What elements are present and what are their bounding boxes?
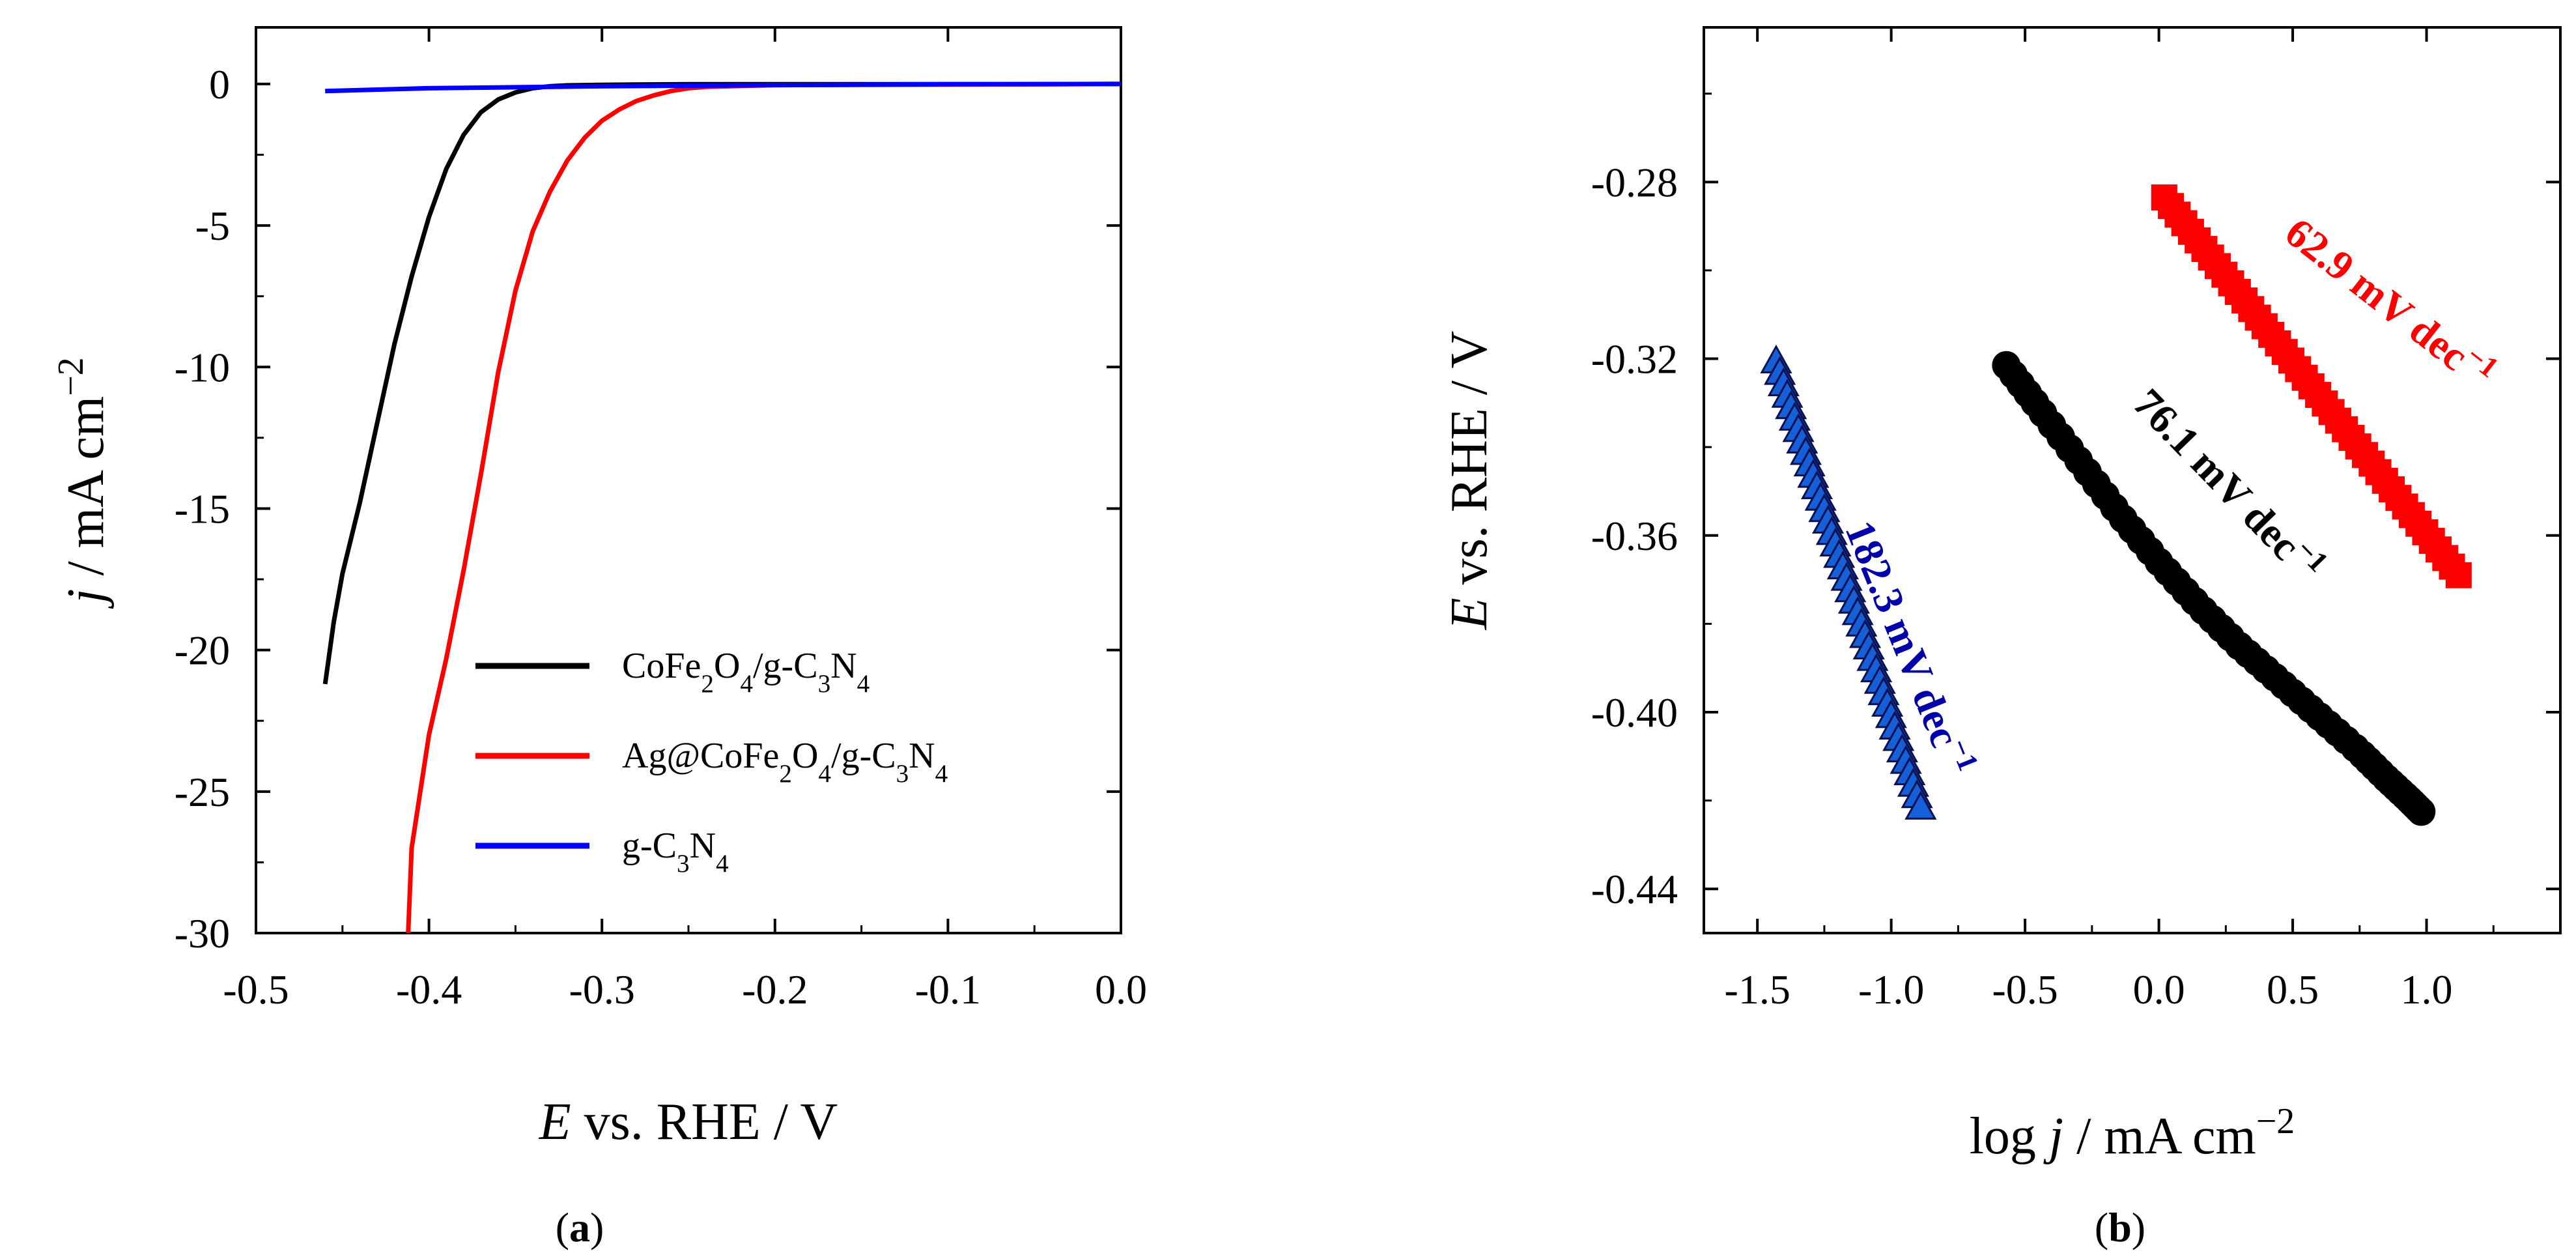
y-axis-label-a: j / mA cm−2 [51,357,115,609]
legend-label: CoFe2O4/g-C3N4 [622,646,870,698]
series-group-b [1760,184,2472,826]
x-tick-label-b: -1.0 [1858,966,1924,1013]
legend-label: g-C3N4 [622,826,729,878]
series-g-C3N4 [1760,344,1937,820]
series-line-g-C3N4 [325,81,1121,94]
y-tick-label-b: -0.44 [1591,866,1678,912]
chart-b: -1.5 -1.0 -0.5 0.0 0.5 1.0 -0.28 -0.32 -0.36 -0.4… [1441,26,2562,1250]
chart-a: -0.5 -0.4 -0.3 -0.2 -0.1 0.0 0 -5 -10 -15 -20 -25 -3… [51,26,1147,1250]
data-point-circle [2407,797,2436,826]
x-tick-label-a: -0.5 [223,966,289,1013]
x-axis-label-b: log j / mA cm−2 [1970,1101,2295,1165]
y-tick-label-b: -0.36 [1591,513,1678,559]
y-tick-label-b: -0.28 [1591,159,1678,205]
y-tick-label-a: 0 [209,61,230,108]
y-axis-label-b: E vs. RHE / V [1441,331,1498,631]
y-tick-label-b: -0.32 [1591,336,1678,382]
y-tick-label-a: -25 [175,769,230,815]
data-point-triangle [1904,790,1937,820]
series-Ag@CoFe2O4/g-C3N4 [2151,184,2472,588]
y-tick-label-a: -15 [175,485,230,532]
series-line-CoFe2O4/g-C3N4 [322,81,1121,685]
panel-label-a: (a) [556,1204,604,1250]
y-tick-label-a: -30 [175,910,230,957]
x-tick-label-b: -0.5 [1992,966,2058,1013]
x-tick-label-a: -0.4 [396,966,462,1013]
y-tick-label-b: -0.40 [1591,689,1678,736]
x-tick-label-a: -0.1 [915,966,981,1013]
y-tick-label-a: -10 [175,344,230,390]
series-group-a [322,81,1121,933]
series-CoFe2O4/g-C3N4 [1992,351,2436,826]
x-axis-label-a: E vs. RHE / V [539,1093,838,1151]
x-tick-label-b: 0.0 [2133,966,2185,1013]
legend-label: Ag@CoFe2O4/g-C3N4 [622,736,948,788]
panel-label-b: (b) [2095,1204,2145,1250]
x-tick-label-b: 0.5 [2267,966,2319,1013]
x-tick-label-a: 0.0 [1095,966,1147,1013]
x-tick-label-a: -0.3 [569,966,635,1013]
y-tick-label-a: -20 [175,627,230,674]
x-tick-label-b: 1.0 [2401,966,2453,1013]
plot-frame-b [1703,26,2562,934]
x-tick-label-b: -1.5 [1725,966,1790,1013]
x-tick-label-a: -0.2 [742,966,808,1013]
data-point-square [2445,562,2472,588]
y-tick-label-a: -5 [195,203,230,249]
plot-frame-a [255,26,1122,934]
series-line-Ag@CoFe2O4/g-C3N4 [406,81,1121,933]
